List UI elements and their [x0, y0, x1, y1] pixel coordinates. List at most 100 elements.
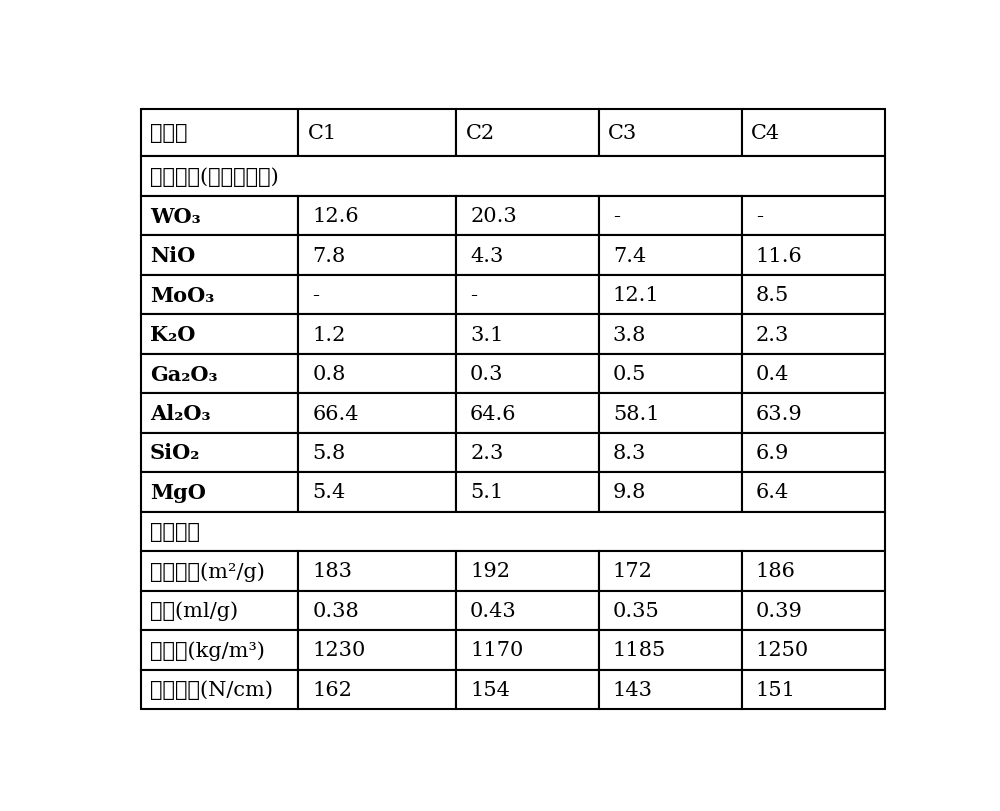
Bar [140, 670, 298, 710]
Text: 63.9: 63.9 [756, 404, 802, 423]
Bar [140, 354, 298, 394]
Text: 66.4: 66.4 [312, 404, 359, 423]
Bar [742, 433, 885, 473]
Text: 比表面积(m²/g): 比表面积(m²/g) [150, 561, 265, 581]
Text: 0.43: 0.43 [470, 601, 517, 620]
Text: 堆密度(kg/m³): 堆密度(kg/m³) [150, 641, 265, 660]
Text: C2: C2 [465, 124, 495, 143]
Bar [742, 354, 885, 394]
Bar [599, 473, 742, 512]
Bar [742, 473, 885, 512]
Bar [456, 109, 599, 157]
Text: 孔容(ml/g): 孔容(ml/g) [150, 601, 238, 620]
Bar [456, 551, 599, 591]
Text: 8.3: 8.3 [613, 444, 646, 462]
Bar [456, 591, 599, 630]
Text: 3.8: 3.8 [613, 325, 646, 344]
Bar [298, 236, 456, 276]
Text: 64.6: 64.6 [470, 404, 517, 423]
Bar [599, 670, 742, 710]
Text: 58.1: 58.1 [613, 404, 659, 423]
Bar [140, 591, 298, 630]
Text: NiO: NiO [150, 246, 195, 266]
Bar [599, 433, 742, 473]
Text: 151: 151 [756, 680, 796, 699]
Bar [742, 315, 885, 354]
Text: K₂O: K₂O [150, 324, 195, 345]
Bar [456, 473, 599, 512]
Text: 12.1: 12.1 [613, 285, 660, 305]
Bar [742, 394, 885, 433]
Text: 1250: 1250 [756, 641, 809, 659]
Bar [742, 551, 885, 591]
Text: C4: C4 [751, 124, 780, 143]
Text: 0.4: 0.4 [756, 365, 789, 384]
Bar [599, 196, 742, 236]
Bar [742, 591, 885, 630]
Bar [140, 551, 298, 591]
Text: 192: 192 [470, 562, 510, 581]
Bar [140, 109, 298, 157]
Text: WO₃: WO₃ [150, 206, 201, 226]
Bar [298, 354, 456, 394]
Text: 143: 143 [613, 680, 653, 699]
Text: MoO₃: MoO₃ [150, 285, 214, 305]
Bar [599, 591, 742, 630]
Text: 物理性质: 物理性质 [150, 522, 200, 541]
Text: Ga₂O₃: Ga₂O₃ [150, 364, 217, 384]
Bar [742, 236, 885, 276]
Bar [456, 670, 599, 710]
Text: 172: 172 [613, 562, 653, 581]
Bar [742, 670, 885, 710]
Text: 183: 183 [312, 562, 352, 581]
Text: 机械强度(N/cm): 机械强度(N/cm) [150, 680, 273, 699]
Bar [742, 276, 885, 315]
Text: 0.38: 0.38 [312, 601, 359, 620]
Bar [298, 591, 456, 630]
Text: 催化剂: 催化剂 [150, 124, 187, 143]
Text: -: - [312, 285, 319, 305]
Text: 186: 186 [756, 562, 796, 581]
Bar [456, 236, 599, 276]
Bar [298, 670, 456, 710]
Text: 1.2: 1.2 [312, 325, 346, 344]
Text: -: - [470, 285, 477, 305]
Bar [456, 630, 599, 670]
Bar [298, 433, 456, 473]
Bar [456, 433, 599, 473]
Bar [298, 551, 456, 591]
Bar [599, 551, 742, 591]
Bar [298, 276, 456, 315]
Bar [599, 236, 742, 276]
Text: MgO: MgO [150, 483, 206, 502]
Bar [742, 196, 885, 236]
Text: 1170: 1170 [470, 641, 523, 659]
Text: 2.3: 2.3 [756, 325, 789, 344]
Bar [298, 473, 456, 512]
Text: 0.39: 0.39 [756, 601, 803, 620]
Text: 11.6: 11.6 [756, 247, 802, 265]
Text: 1185: 1185 [613, 641, 666, 659]
Text: 154: 154 [470, 680, 510, 699]
Bar [298, 196, 456, 236]
Bar [599, 276, 742, 315]
Text: 化学组成(质量百分比): 化学组成(质量百分比) [150, 167, 279, 187]
Text: 1230: 1230 [312, 641, 366, 659]
Bar [140, 394, 298, 433]
Bar [140, 276, 298, 315]
Text: 5.1: 5.1 [470, 483, 503, 502]
Bar [298, 109, 456, 157]
Bar [599, 394, 742, 433]
Bar [742, 109, 885, 157]
Bar [140, 157, 885, 196]
Bar [742, 630, 885, 670]
Text: -: - [756, 207, 763, 225]
Bar [456, 394, 599, 433]
Bar [298, 394, 456, 433]
Text: 8.5: 8.5 [756, 285, 789, 305]
Bar [599, 354, 742, 394]
Text: C3: C3 [608, 124, 637, 143]
Bar [298, 630, 456, 670]
Text: 5.4: 5.4 [312, 483, 346, 502]
Bar [140, 630, 298, 670]
